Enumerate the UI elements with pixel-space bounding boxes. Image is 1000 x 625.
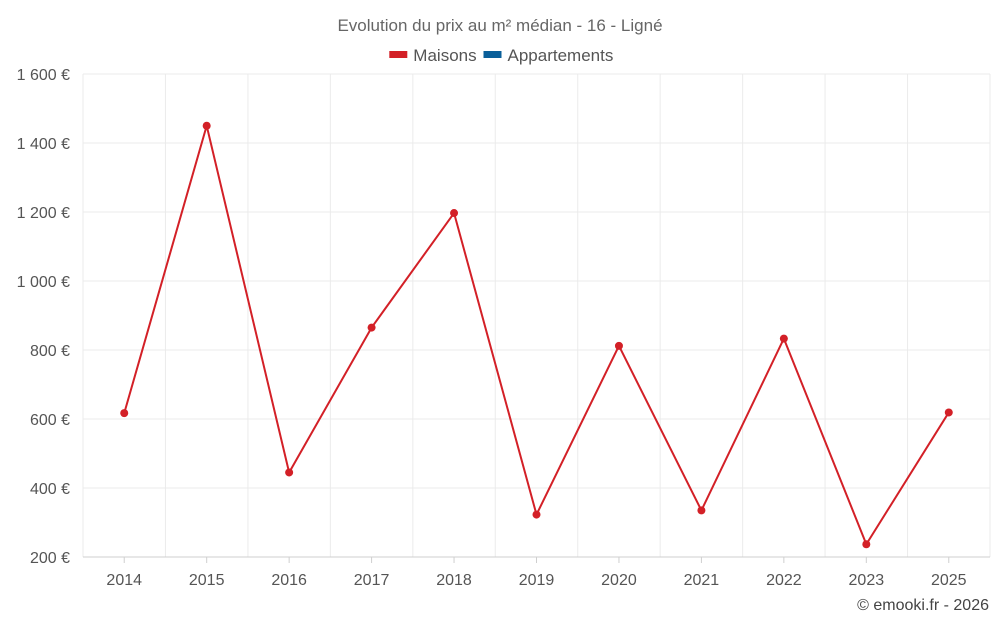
y-tick-label: 1 000 € [17,274,70,291]
x-tick-label: 2014 [106,572,142,589]
legend-item[interactable]: Appartements [483,46,614,65]
x-tick-label: 2017 [354,572,390,589]
credit-label: © emooki.fr - 2026 [857,597,989,614]
data-point[interactable] [944,408,953,417]
x-tick-label: 2018 [436,572,472,589]
legend[interactable]: Maisons Appartements [389,46,613,65]
data-point[interactable] [367,323,376,332]
x-tick-label: 2020 [601,572,637,589]
x-tick-label: 2022 [766,572,802,589]
y-axis: 200 € 400 € 600 € 800 € 1 000 € 1 200 € 1 400 … [17,67,70,567]
x-tick-label: 2025 [931,572,967,589]
x-tick-label: 2021 [684,572,720,589]
data-point[interactable] [862,540,871,549]
y-tick-label: 1 400 € [17,136,70,153]
y-tick-label: 1 200 € [17,205,70,222]
legend-swatch [483,51,502,58]
x-tick-label: 2023 [849,572,885,589]
data-point[interactable] [202,121,211,130]
legend-item[interactable]: Maisons [389,46,477,65]
legend-label: Maisons [413,46,476,65]
x-tick-label: 2015 [189,572,225,589]
x-tick-label: 2016 [271,572,307,589]
y-tick-label: 400 € [30,481,70,498]
legend-label: Appartements [508,46,614,65]
legend-swatch [389,51,408,58]
data-point[interactable] [285,468,294,477]
y-tick-label: 1 600 € [17,67,70,84]
y-tick-label: 800 € [30,343,70,360]
chart-title: Evolution du prix au m² médian - 16 - Li… [337,16,662,35]
x-tick-label: 2019 [519,572,555,589]
x-axis: 2014 2015 2016 2017 2018 2019 2020 2021 2022 2023… [83,556,990,589]
grid [82,73,991,557]
data-point[interactable] [450,209,459,218]
data-point[interactable] [779,334,788,343]
data-point[interactable] [614,341,623,350]
y-tick-label: 200 € [30,550,70,567]
data-point[interactable] [120,409,129,418]
series-group [120,121,953,549]
data-point[interactable] [697,506,706,515]
data-point[interactable] [532,510,541,519]
y-tick-label: 600 € [30,412,70,429]
